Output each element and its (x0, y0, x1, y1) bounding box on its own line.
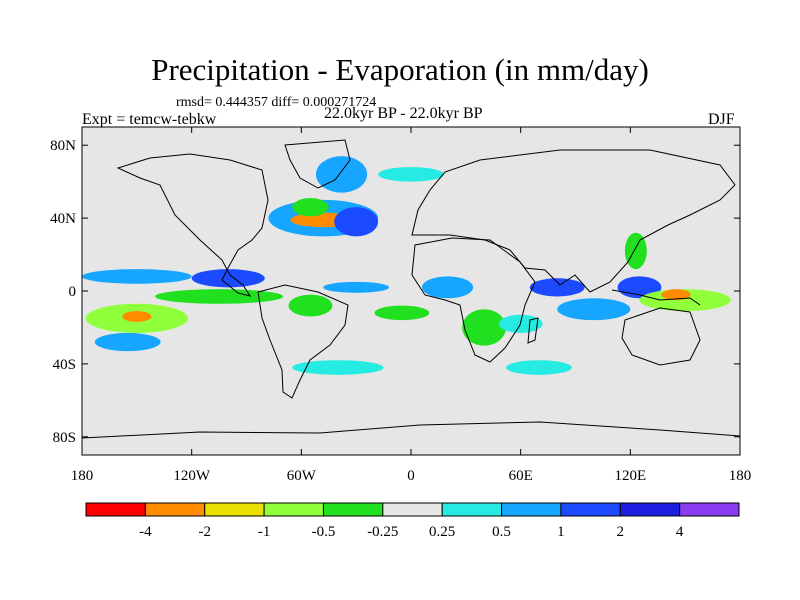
region-n-atlantic-green (292, 198, 329, 217)
coastline-north-america (116, 153, 269, 297)
y-tick-label: 80S (53, 430, 76, 446)
colorbar-swatch (619, 502, 681, 517)
colorbar-swatch (322, 502, 384, 517)
y-tick-label: 40S (53, 357, 76, 373)
coastline-madagascar (527, 317, 539, 344)
colorbar-swatch (501, 502, 562, 517)
region-w-pacific-core (661, 289, 691, 301)
coastline-africa (411, 237, 536, 363)
x-tick-label: 180 (729, 468, 752, 484)
region-ne-atlantic-wet (334, 207, 379, 237)
contour-regions (82, 156, 731, 375)
region-e-pacific-dry (155, 289, 284, 304)
colorbar-label: 4 (676, 524, 684, 540)
x-tick-label: 60E (509, 468, 533, 484)
colorbar-label: -2 (198, 524, 211, 540)
x-tick-label: 180 (71, 468, 94, 484)
region-norway-sea (378, 167, 444, 182)
colorbar-label: -4 (139, 524, 152, 540)
colorbar-label: -0.25 (367, 524, 398, 540)
colorbar-swatch (144, 502, 206, 517)
y-tick-label: 40N (50, 211, 76, 227)
region-africa-wet (421, 276, 474, 299)
coastlines (82, 139, 740, 439)
coastline-indonesia (611, 289, 701, 306)
colorbar-label: 1 (557, 524, 565, 540)
colorbar-swatch (204, 502, 265, 517)
coastline-antarctica (82, 421, 740, 439)
colorbar-label: -1 (258, 524, 271, 540)
colorbar-label: 0.25 (429, 524, 455, 540)
colorbar-swatch (441, 502, 503, 517)
x-tick-label: 0 (407, 468, 415, 484)
coastline-australia (621, 307, 701, 366)
region-china-dry (624, 232, 647, 270)
colorbar-swatch (85, 502, 146, 517)
region-amazon-dry (288, 294, 333, 317)
colorbar: -4 -2 -1 -0.5 -0.25 0.25 0.5 1 2 4 (85, 502, 740, 540)
axes: 180 120W 60W 0 60E 120E 180 80N 40N 0 40S 80S (50, 127, 751, 484)
coastline-greenland (284, 139, 351, 189)
region-s-pacific-wet (94, 332, 161, 352)
x-tick-label: 60W (287, 468, 317, 484)
colorbar-label: -0.5 (312, 524, 336, 540)
stats-text: rmsd= 0.444357 diff= 0.000271724 (176, 95, 377, 110)
colorbar-swatch (679, 502, 740, 517)
experiment-label: Expt = temcw-tebkw (82, 111, 217, 128)
chart-title: Precipitation - Evaporation (in mm/day) (151, 52, 649, 87)
colorbar-label: 0.5 (492, 524, 511, 540)
period-label: 22.0kyr BP - 22.0kyr BP (324, 105, 483, 122)
colorbar-swatch (263, 502, 324, 517)
region-e-pacific-itcz (191, 269, 265, 288)
region-s-atlantic-dry (374, 305, 430, 321)
region-atlantic-itcz (323, 281, 390, 293)
x-tick-label: 120E (614, 468, 646, 484)
region-se-africa-dry (462, 309, 507, 346)
region-indian-itcz (529, 278, 585, 297)
season-label: DJF (708, 111, 735, 128)
region-s-indian-ocean (506, 360, 572, 375)
region-southern-ocean (292, 360, 384, 375)
region-e-indian-wet (557, 298, 631, 321)
coastline-south-america (257, 284, 349, 399)
colorbar-label: 2 (617, 524, 625, 540)
colorbar-swatch (382, 502, 443, 517)
x-tick-label: 120W (173, 468, 211, 484)
region-greenland-sea (315, 156, 368, 193)
region-nw-pacific-itcz (82, 269, 192, 284)
region-s-pacific-core (122, 311, 152, 322)
y-tick-label: 80N (50, 138, 76, 154)
colorbar-swatch (560, 502, 621, 517)
y-tick-label: 0 (69, 284, 77, 300)
